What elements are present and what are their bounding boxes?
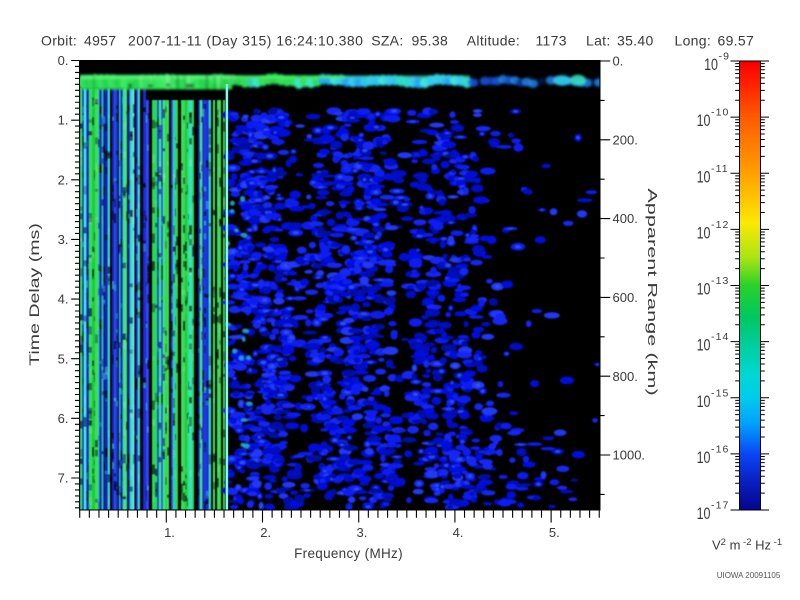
svg-text:0.: 0. [613,54,624,69]
svg-text:69.57: 69.57 [718,32,755,48]
svg-text:Time Delay (ms): Time Delay (ms) [27,223,42,366]
svg-text:10: 10 [697,449,711,467]
svg-text:95.38: 95.38 [412,32,449,48]
svg-text:800.: 800. [613,369,638,384]
svg-text:0.: 0. [58,53,69,68]
svg-text:10: 10 [697,393,711,411]
svg-text:10: 10 [697,112,711,130]
svg-text:Orbit:: Orbit: [41,32,77,48]
svg-text:1173: 1173 [536,32,567,48]
svg-text:-10: -10 [711,107,729,119]
svg-text:4.: 4. [453,525,464,540]
svg-text:3.: 3. [58,232,69,247]
svg-text:1000.: 1000. [613,448,646,463]
svg-text:-17: -17 [711,500,729,512]
svg-text:Lat:: Lat: [586,32,611,48]
svg-text:-12: -12 [711,219,729,231]
svg-text:35.40: 35.40 [617,32,654,48]
svg-text:-15: -15 [711,387,729,399]
svg-text:5.: 5. [549,525,560,540]
svg-text:-16: -16 [711,443,729,455]
svg-text:200.: 200. [613,132,638,147]
svg-text:-11: -11 [711,163,729,175]
svg-text:10: 10 [697,281,711,299]
svg-text:2.: 2. [58,172,69,187]
svg-text:1.: 1. [58,113,69,128]
svg-text:SZA:: SZA: [371,32,403,48]
svg-text:2.: 2. [260,525,271,540]
svg-text:V2 m -2 Hz -1: V2 m -2 Hz -1 [712,537,782,553]
svg-text:Frequency (MHz): Frequency (MHz) [294,546,403,561]
svg-text:2007-11-11 (Day 315) 16:24:10.: 2007-11-11 (Day 315) 16:24:10.380 [128,32,363,48]
svg-text:10: 10 [697,169,711,187]
svg-text:10: 10 [697,225,711,243]
svg-text:10: 10 [697,505,711,523]
svg-text:4.: 4. [58,292,69,307]
svg-text:-9: -9 [719,51,731,63]
svg-text:6.: 6. [58,411,69,426]
svg-text:5.: 5. [58,351,69,366]
svg-text:-13: -13 [711,275,729,287]
svg-text:4957: 4957 [84,32,116,48]
svg-text:3.: 3. [356,525,367,540]
svg-text:Long:: Long: [675,32,712,48]
svg-text:Altitude:: Altitude: [467,32,520,48]
svg-text:7.: 7. [58,471,69,486]
svg-text:-14: -14 [711,331,729,343]
svg-text:1.: 1. [164,525,175,540]
svg-text:400.: 400. [613,211,638,226]
svg-text:10: 10 [697,337,711,355]
svg-text:Apparent Range (km): Apparent Range (km) [645,188,660,395]
svg-text:UIOWA 20091105: UIOWA 20091105 [717,571,781,580]
svg-text:600.: 600. [613,290,638,305]
svg-text:10: 10 [704,56,718,74]
